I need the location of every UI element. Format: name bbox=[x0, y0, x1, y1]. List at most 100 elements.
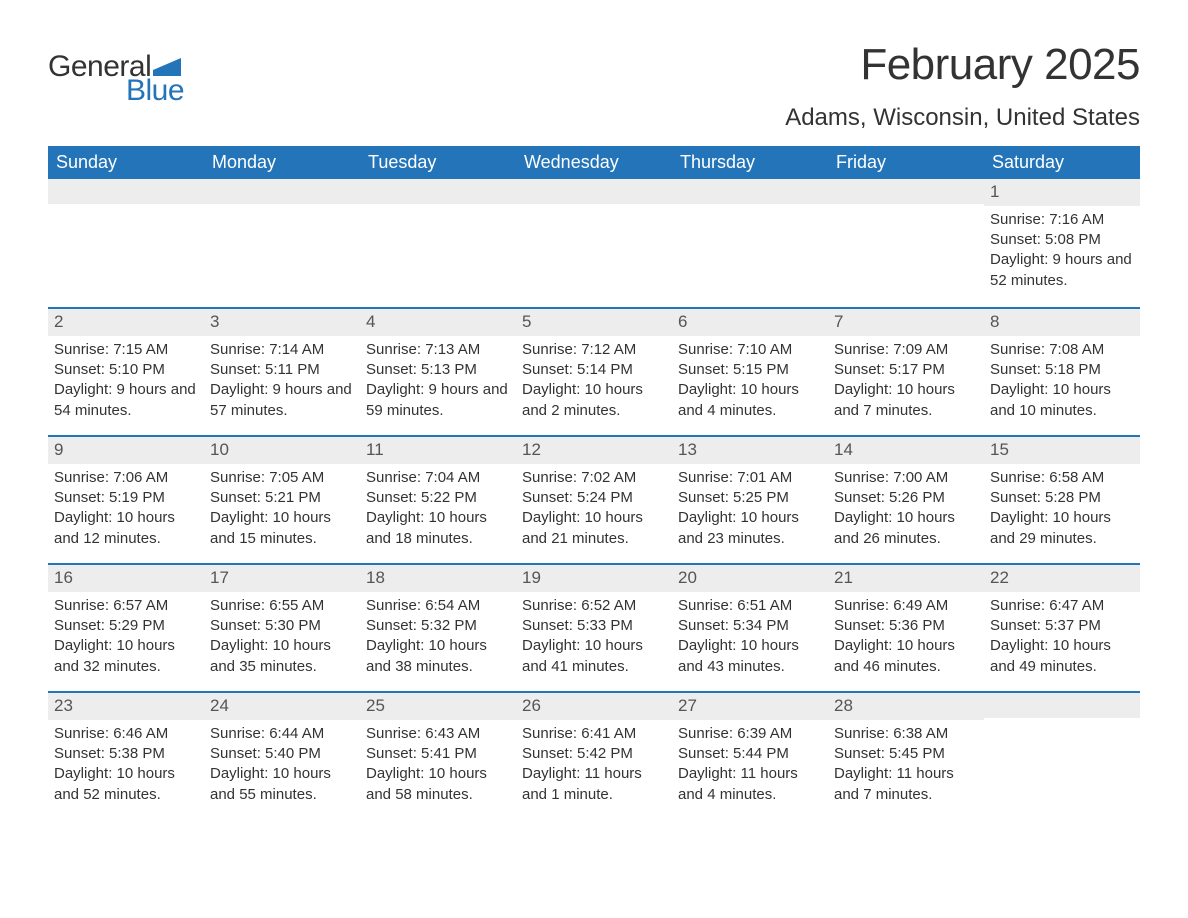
day-cell: 24Sunrise: 6:44 AMSunset: 5:40 PMDayligh… bbox=[204, 693, 360, 819]
daylight-text: Daylight: 10 hours and 26 minutes. bbox=[834, 508, 978, 549]
sunset-text: Sunset: 5:34 PM bbox=[678, 616, 822, 636]
day-number: 3 bbox=[204, 309, 360, 336]
daylight-text: Daylight: 10 hours and 12 minutes. bbox=[54, 508, 198, 549]
empty-day-header bbox=[672, 179, 828, 204]
sunset-text: Sunset: 5:36 PM bbox=[834, 616, 978, 636]
day-number: 11 bbox=[360, 437, 516, 464]
month-title: February 2025 bbox=[785, 40, 1140, 90]
day-body: Sunrise: 6:58 AMSunset: 5:28 PMDaylight:… bbox=[984, 464, 1140, 559]
day-cell: 19Sunrise: 6:52 AMSunset: 5:33 PMDayligh… bbox=[516, 565, 672, 691]
daylight-text: Daylight: 10 hours and 41 minutes. bbox=[522, 636, 666, 677]
day-number: 17 bbox=[204, 565, 360, 592]
sunset-text: Sunset: 5:17 PM bbox=[834, 360, 978, 380]
daylight-text: Daylight: 10 hours and 38 minutes. bbox=[366, 636, 510, 677]
sunset-text: Sunset: 5:10 PM bbox=[54, 360, 198, 380]
weekday-header: Tuesday bbox=[360, 146, 516, 179]
day-number: 7 bbox=[828, 309, 984, 336]
day-body: Sunrise: 7:01 AMSunset: 5:25 PMDaylight:… bbox=[672, 464, 828, 559]
day-body: Sunrise: 7:14 AMSunset: 5:11 PMDaylight:… bbox=[204, 336, 360, 431]
daylight-text: Daylight: 10 hours and 32 minutes. bbox=[54, 636, 198, 677]
sunrise-text: Sunrise: 6:38 AM bbox=[834, 724, 978, 744]
daylight-text: Daylight: 10 hours and 58 minutes. bbox=[366, 764, 510, 805]
day-number: 20 bbox=[672, 565, 828, 592]
day-body: Sunrise: 7:02 AMSunset: 5:24 PMDaylight:… bbox=[516, 464, 672, 559]
day-body: Sunrise: 6:38 AMSunset: 5:45 PMDaylight:… bbox=[828, 720, 984, 815]
sunset-text: Sunset: 5:37 PM bbox=[990, 616, 1134, 636]
day-number: 5 bbox=[516, 309, 672, 336]
day-body: Sunrise: 7:04 AMSunset: 5:22 PMDaylight:… bbox=[360, 464, 516, 559]
daylight-text: Daylight: 10 hours and 52 minutes. bbox=[54, 764, 198, 805]
day-body: Sunrise: 6:41 AMSunset: 5:42 PMDaylight:… bbox=[516, 720, 672, 815]
day-cell: 9Sunrise: 7:06 AMSunset: 5:19 PMDaylight… bbox=[48, 437, 204, 563]
day-cell bbox=[984, 693, 1140, 819]
sunrise-text: Sunrise: 7:15 AM bbox=[54, 340, 198, 360]
day-number: 8 bbox=[984, 309, 1140, 336]
daylight-text: Daylight: 11 hours and 4 minutes. bbox=[678, 764, 822, 805]
day-body: Sunrise: 6:43 AMSunset: 5:41 PMDaylight:… bbox=[360, 720, 516, 815]
weekday-header-row: SundayMondayTuesdayWednesdayThursdayFrid… bbox=[48, 146, 1140, 179]
sunrise-text: Sunrise: 6:52 AM bbox=[522, 596, 666, 616]
week-row: 16Sunrise: 6:57 AMSunset: 5:29 PMDayligh… bbox=[48, 563, 1140, 691]
day-body: Sunrise: 6:52 AMSunset: 5:33 PMDaylight:… bbox=[516, 592, 672, 687]
title-block: February 2025 Adams, Wisconsin, United S… bbox=[785, 40, 1140, 132]
day-body: Sunrise: 6:54 AMSunset: 5:32 PMDaylight:… bbox=[360, 592, 516, 687]
day-body: Sunrise: 6:49 AMSunset: 5:36 PMDaylight:… bbox=[828, 592, 984, 687]
sunrise-text: Sunrise: 6:43 AM bbox=[366, 724, 510, 744]
sunset-text: Sunset: 5:22 PM bbox=[366, 488, 510, 508]
daylight-text: Daylight: 10 hours and 49 minutes. bbox=[990, 636, 1134, 677]
sunrise-text: Sunrise: 7:02 AM bbox=[522, 468, 666, 488]
empty-day-header bbox=[516, 179, 672, 204]
sunrise-text: Sunrise: 7:12 AM bbox=[522, 340, 666, 360]
sunrise-text: Sunrise: 7:10 AM bbox=[678, 340, 822, 360]
logo-text-blue: Blue bbox=[126, 74, 184, 108]
day-number: 14 bbox=[828, 437, 984, 464]
day-body: Sunrise: 6:39 AMSunset: 5:44 PMDaylight:… bbox=[672, 720, 828, 815]
day-number: 22 bbox=[984, 565, 1140, 592]
sunset-text: Sunset: 5:25 PM bbox=[678, 488, 822, 508]
day-body: Sunrise: 7:13 AMSunset: 5:13 PMDaylight:… bbox=[360, 336, 516, 431]
day-cell: 20Sunrise: 6:51 AMSunset: 5:34 PMDayligh… bbox=[672, 565, 828, 691]
day-number: 9 bbox=[48, 437, 204, 464]
day-cell: 7Sunrise: 7:09 AMSunset: 5:17 PMDaylight… bbox=[828, 309, 984, 435]
day-cell: 25Sunrise: 6:43 AMSunset: 5:41 PMDayligh… bbox=[360, 693, 516, 819]
sunrise-text: Sunrise: 6:41 AM bbox=[522, 724, 666, 744]
header: General Blue February 2025 Adams, Wiscon… bbox=[48, 40, 1140, 132]
day-cell: 1Sunrise: 7:16 AMSunset: 5:08 PMDaylight… bbox=[984, 179, 1140, 307]
day-cell: 15Sunrise: 6:58 AMSunset: 5:28 PMDayligh… bbox=[984, 437, 1140, 563]
sunset-text: Sunset: 5:24 PM bbox=[522, 488, 666, 508]
day-cell: 23Sunrise: 6:46 AMSunset: 5:38 PMDayligh… bbox=[48, 693, 204, 819]
day-number: 15 bbox=[984, 437, 1140, 464]
day-number: 13 bbox=[672, 437, 828, 464]
day-body: Sunrise: 7:12 AMSunset: 5:14 PMDaylight:… bbox=[516, 336, 672, 431]
daylight-text: Daylight: 9 hours and 52 minutes. bbox=[990, 250, 1134, 291]
sunset-text: Sunset: 5:33 PM bbox=[522, 616, 666, 636]
daylight-text: Daylight: 10 hours and 15 minutes. bbox=[210, 508, 354, 549]
day-body: Sunrise: 7:06 AMSunset: 5:19 PMDaylight:… bbox=[48, 464, 204, 559]
day-cell: 8Sunrise: 7:08 AMSunset: 5:18 PMDaylight… bbox=[984, 309, 1140, 435]
weekday-header: Sunday bbox=[48, 146, 204, 179]
day-number: 6 bbox=[672, 309, 828, 336]
day-cell: 21Sunrise: 6:49 AMSunset: 5:36 PMDayligh… bbox=[828, 565, 984, 691]
day-cell: 17Sunrise: 6:55 AMSunset: 5:30 PMDayligh… bbox=[204, 565, 360, 691]
day-cell: 11Sunrise: 7:04 AMSunset: 5:22 PMDayligh… bbox=[360, 437, 516, 563]
day-number: 4 bbox=[360, 309, 516, 336]
sunrise-text: Sunrise: 6:58 AM bbox=[990, 468, 1134, 488]
day-cell: 2Sunrise: 7:15 AMSunset: 5:10 PMDaylight… bbox=[48, 309, 204, 435]
sunrise-text: Sunrise: 7:13 AM bbox=[366, 340, 510, 360]
sunrise-text: Sunrise: 7:00 AM bbox=[834, 468, 978, 488]
day-body: Sunrise: 7:05 AMSunset: 5:21 PMDaylight:… bbox=[204, 464, 360, 559]
day-number: 2 bbox=[48, 309, 204, 336]
day-number: 28 bbox=[828, 693, 984, 720]
day-body: Sunrise: 6:46 AMSunset: 5:38 PMDaylight:… bbox=[48, 720, 204, 815]
day-body: Sunrise: 7:16 AMSunset: 5:08 PMDaylight:… bbox=[984, 206, 1140, 301]
sunrise-text: Sunrise: 7:05 AM bbox=[210, 468, 354, 488]
empty-day-header bbox=[360, 179, 516, 204]
day-number: 12 bbox=[516, 437, 672, 464]
sunset-text: Sunset: 5:42 PM bbox=[522, 744, 666, 764]
daylight-text: Daylight: 10 hours and 29 minutes. bbox=[990, 508, 1134, 549]
day-body: Sunrise: 7:09 AMSunset: 5:17 PMDaylight:… bbox=[828, 336, 984, 431]
sunset-text: Sunset: 5:45 PM bbox=[834, 744, 978, 764]
day-number: 24 bbox=[204, 693, 360, 720]
day-cell: 6Sunrise: 7:10 AMSunset: 5:15 PMDaylight… bbox=[672, 309, 828, 435]
day-body: Sunrise: 6:57 AMSunset: 5:29 PMDaylight:… bbox=[48, 592, 204, 687]
